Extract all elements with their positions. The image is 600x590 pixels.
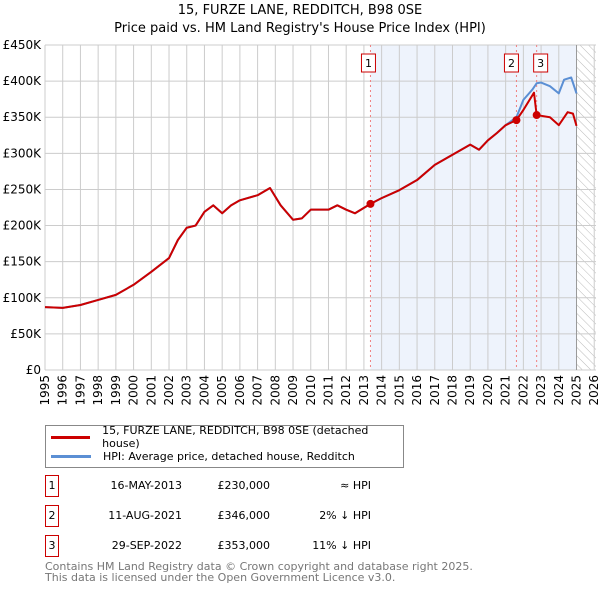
sale-date: 29-SEP-2022 xyxy=(111,539,182,552)
property-price-line xyxy=(44,91,578,309)
x-tick-label: 2000 xyxy=(127,375,141,406)
sale-row: 2 11-AUG-2021 £346,000 2% ↓ HPI xyxy=(45,505,375,527)
x-tick-label: 2021 xyxy=(499,375,513,406)
x-tick-label: 2007 xyxy=(251,375,265,406)
sale-date: 16-MAY-2013 xyxy=(110,479,182,492)
sale-row: 1 16-MAY-2013 £230,000 ≈ HPI xyxy=(45,475,375,497)
sale-marker: 3 xyxy=(45,535,59,557)
x-tick-label: 2022 xyxy=(516,375,530,406)
x-tick-label: 2013 xyxy=(357,375,371,406)
x-tick-label: 2002 xyxy=(162,375,176,406)
x-tick-label: 2017 xyxy=(428,375,442,406)
footer-line: This data is licensed under the Open Gov… xyxy=(45,571,396,584)
chart-subtitle: Price paid vs. HM Land Registry's House … xyxy=(114,21,486,36)
x-tick-label: 2023 xyxy=(534,375,548,406)
footer: Contains HM Land Registry data © Crown c… xyxy=(45,561,473,583)
x-tick-label: 2012 xyxy=(339,375,353,406)
x-tick-label: 1999 xyxy=(109,375,123,406)
legend-label: HPI: Average price, detached house, Redd… xyxy=(103,449,355,463)
x-tick-label: 2003 xyxy=(180,375,194,406)
sale-date: 11-AUG-2021 xyxy=(108,509,182,522)
y-tick-label: £350K xyxy=(3,110,43,124)
x-tick-label: 2005 xyxy=(215,375,229,406)
sale-point xyxy=(532,111,541,120)
sale-price: £346,000 xyxy=(217,509,271,522)
sale-label: 3 xyxy=(537,57,544,70)
x-tick-label: 2020 xyxy=(481,375,495,406)
sale-label-box xyxy=(360,53,376,73)
sale-label-box xyxy=(503,53,519,73)
sale-price: £353,000 xyxy=(217,539,271,552)
y-tick-label: £50K xyxy=(10,327,42,341)
y-tick-label: £200K xyxy=(3,219,43,233)
x-tick-label: 1995 xyxy=(38,375,52,406)
x-tick-label: 1996 xyxy=(56,375,70,406)
x-tick-label: 2010 xyxy=(304,375,318,406)
x-tick-label: 2001 xyxy=(144,375,158,406)
sale-hpi-relation: 2% ↓ HPI xyxy=(319,509,371,522)
chart-title: 15, FURZE LANE, REDDITCH, B98 0SE xyxy=(177,3,423,18)
x-tick-label: 2026 xyxy=(587,375,600,406)
x-tick-label: 2016 xyxy=(410,375,424,406)
sale-point xyxy=(512,116,521,125)
y-tick-label: £0 xyxy=(26,363,41,377)
legend-swatch xyxy=(51,454,91,458)
x-tick-label: 2004 xyxy=(197,375,211,406)
sale-point xyxy=(366,199,375,208)
sale-marker: 2 xyxy=(45,505,59,527)
y-tick-label: £450K xyxy=(3,38,43,52)
sale-label: 2 xyxy=(508,57,515,70)
sale-label-box xyxy=(533,53,549,73)
x-tick-label: 2024 xyxy=(552,375,566,406)
y-tick-label: £150K xyxy=(3,255,43,269)
x-tick-label: 2014 xyxy=(375,375,389,406)
sale-row: 3 29-SEP-2022 £353,000 11% ↓ HPI xyxy=(45,535,375,557)
legend: 15, FURZE LANE, REDDITCH, B98 0SE (detac… xyxy=(45,424,404,468)
legend-item-property: 15, FURZE LANE, REDDITCH, B98 0SE (detac… xyxy=(46,424,403,450)
y-tick-label: £400K xyxy=(3,74,43,88)
x-tick-label: 2025 xyxy=(570,375,584,406)
footer-line: Contains HM Land Registry data © Crown c… xyxy=(45,560,473,573)
y-tick-label: £250K xyxy=(3,182,43,196)
forecast-hatch xyxy=(576,45,596,370)
y-tick-label: £300K xyxy=(3,146,43,160)
sale-label: 1 xyxy=(365,57,372,70)
x-tick-label: 2019 xyxy=(463,375,477,406)
x-tick-label: 2006 xyxy=(233,375,247,406)
sale-price: £230,000 xyxy=(217,479,271,492)
price-chart: 1995 1996 1997 1998 1999 2000 2001 2002 2003 2004… xyxy=(3,38,600,406)
y-tick-label: £100K xyxy=(3,291,43,305)
x-tick-label: 2008 xyxy=(268,375,282,406)
legend-swatch xyxy=(51,435,91,439)
sale-hpi-relation: ≈ HPI xyxy=(340,479,371,492)
legend-item-hpi: HPI: Average price, detached house, Redd… xyxy=(46,447,355,465)
x-tick-label: 2009 xyxy=(286,375,300,406)
x-tick-label: 1998 xyxy=(91,375,105,406)
sale-marker: 1 xyxy=(45,475,59,497)
x-tick-label: 1997 xyxy=(73,375,87,406)
shaded-region xyxy=(370,45,577,370)
sale-hpi-relation: 11% ↓ HPI xyxy=(312,539,371,552)
x-tick-label: 2018 xyxy=(445,375,459,406)
legend-label: 15, FURZE LANE, REDDITCH, B98 0SE (detac… xyxy=(102,424,369,450)
x-tick-label: 2011 xyxy=(321,375,335,406)
x-tick-label: 2015 xyxy=(392,375,406,406)
